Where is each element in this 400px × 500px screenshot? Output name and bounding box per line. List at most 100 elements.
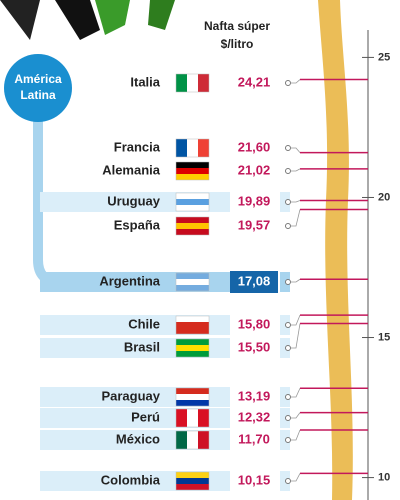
flag-border: [175, 161, 210, 181]
connector-dot: [285, 199, 291, 205]
country-label: Chile: [128, 316, 160, 331]
flag-stripe: [176, 74, 187, 92]
connector: [290, 323, 301, 349]
scale-tick-label: 15: [378, 331, 390, 343]
flag-border: [175, 192, 210, 212]
flag-stripe: [198, 74, 209, 92]
flag-border: [175, 471, 210, 491]
flag-stripe: [187, 74, 198, 92]
connector: [290, 209, 301, 227]
flag-border: [175, 408, 210, 428]
flag-stripe: [176, 273, 209, 279]
group-badge: [4, 54, 72, 122]
flag: [175, 387, 210, 407]
flag-border: [175, 387, 210, 407]
header-subtitle: $/litro: [221, 37, 254, 51]
scale-tick-label: 25: [378, 51, 390, 63]
country-label: Paraguay: [101, 388, 160, 403]
flag-border: [175, 216, 210, 236]
pump-nozzle: [0, 0, 40, 40]
connector-dot: [285, 415, 291, 421]
flag-border: [175, 138, 210, 158]
flag-stripe: [176, 316, 209, 322]
flag-stripe: [198, 409, 209, 427]
flag-stripe: [176, 168, 209, 174]
country-label: Alemania: [102, 162, 161, 177]
connector-dot: [285, 322, 291, 328]
flag-stripe: [176, 139, 187, 157]
country-label: México: [116, 431, 160, 446]
flag-stripe: [176, 193, 209, 199]
connector: [290, 388, 301, 398]
header-title: Nafta súper: [204, 19, 270, 33]
country-label: Argentina: [99, 273, 160, 288]
connector: [290, 412, 301, 419]
connector: [290, 147, 301, 153]
value-label: 24,21: [238, 74, 271, 89]
flag-border: [175, 430, 210, 450]
country-label: Brasil: [124, 339, 160, 354]
flag-stripe: [198, 139, 209, 157]
group-bracket: [33, 100, 61, 287]
flag: [175, 73, 210, 93]
flag-stripe: [176, 339, 209, 345]
flag-stripe: [176, 388, 209, 394]
connector: [290, 278, 301, 283]
flag-stripe: [176, 174, 209, 180]
flag: [175, 138, 210, 158]
value-label: 21,02: [238, 162, 271, 177]
country-label: Colombia: [101, 472, 161, 487]
flag-stripe: [176, 205, 209, 211]
flag: [175, 216, 210, 236]
flag-stripe: [187, 139, 198, 157]
country-label: España: [114, 217, 161, 232]
value-label: 15,80: [238, 316, 271, 331]
connector-dot: [285, 223, 291, 229]
flag-stripe: [176, 409, 187, 427]
flag: [175, 338, 210, 358]
pump-handle: [148, 0, 175, 30]
flag-border: [175, 272, 210, 292]
flag-stripe: [176, 394, 209, 400]
flag: [175, 192, 210, 212]
fuel-stream: [318, 0, 353, 500]
flag-stripe: [176, 279, 209, 285]
flag: [175, 272, 210, 292]
value-label: 10,15: [238, 472, 271, 487]
connector: [290, 429, 301, 441]
flag-stripe: [176, 400, 209, 406]
connector: [290, 314, 301, 326]
value-label: 15,50: [238, 339, 271, 354]
connector: [290, 200, 301, 203]
flag-stripe: [176, 217, 209, 223]
flag: [175, 315, 210, 335]
value-label: 19,89: [238, 193, 271, 208]
flag-stripe: [176, 223, 209, 229]
flag-border: [175, 73, 210, 93]
flag-border: [175, 315, 210, 335]
flag-stripe: [187, 409, 198, 427]
pump-handle: [95, 0, 130, 35]
flag: [175, 408, 210, 428]
flag: [175, 430, 210, 450]
connector: [290, 168, 301, 172]
flag-stripe: [176, 472, 209, 478]
flag-stripe: [176, 431, 187, 449]
connector-dot: [285, 168, 291, 174]
flag-stripe: [176, 328, 209, 334]
value-label: 13,19: [238, 388, 271, 403]
pump-hose: [55, 0, 100, 40]
value-box: [230, 271, 278, 293]
flag-stripe: [187, 431, 198, 449]
group-label: Latina: [20, 88, 56, 102]
flag-stripe: [176, 199, 209, 205]
connector-dot: [285, 145, 291, 151]
connector-dot: [285, 394, 291, 400]
flag-stripe: [198, 431, 209, 449]
flag-stripe: [176, 162, 209, 168]
flag-stripe: [176, 478, 209, 484]
flag-stripe: [176, 351, 209, 357]
flag-stripe: [176, 229, 209, 235]
group-label: América: [14, 72, 62, 86]
country-label: Perú: [131, 409, 160, 424]
